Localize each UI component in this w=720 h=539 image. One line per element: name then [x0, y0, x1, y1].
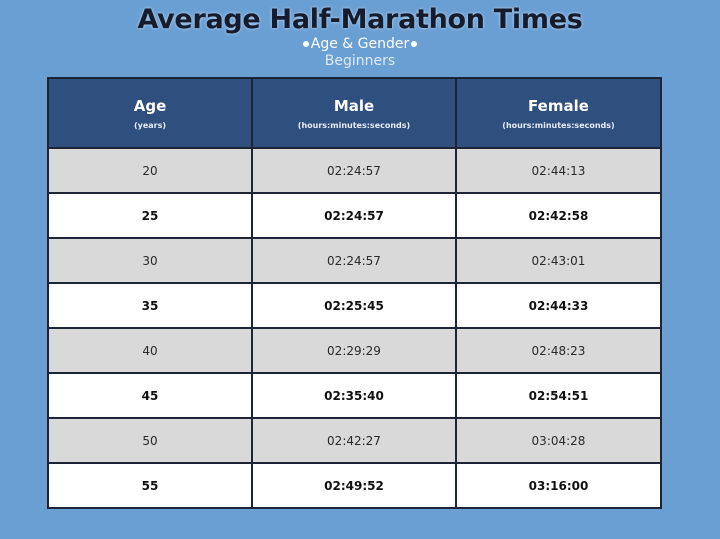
column-header-title: Male — [333, 96, 375, 115]
female-time-cell: 02:48:23 — [455, 327, 662, 374]
bullet-dot-icon — [302, 41, 309, 47]
age-cell: 45 — [47, 372, 253, 419]
male-time-cell: 02:25:45 — [251, 282, 457, 329]
age-cell: 55 — [47, 462, 253, 509]
male-time-cell: 02:29:29 — [251, 327, 457, 374]
age-cell: 50 — [47, 417, 253, 464]
page-title: Average Half-Marathon Times — [137, 4, 583, 35]
male-time-cell: 02:24:57 — [251, 237, 457, 284]
age-cell: 40 — [47, 327, 253, 374]
age-cell: 35 — [47, 282, 253, 329]
bullet-dot-icon — [411, 41, 418, 47]
table-row: 35 02:25:45 02:44:33 — [47, 282, 662, 329]
column-header-age: Age (years) — [47, 77, 253, 149]
column-header-title: Female — [528, 96, 589, 115]
table-row: 50 02:42:27 03:04:28 — [47, 417, 662, 464]
level-label: Beginners — [324, 53, 396, 69]
male-time-cell: 02:42:27 — [251, 417, 457, 464]
female-time-cell: 02:54:51 — [455, 372, 662, 419]
male-time-cell: 02:24:57 — [251, 147, 457, 194]
table-row: 40 02:29:29 02:48:23 — [47, 327, 662, 374]
age-cell: 20 — [47, 147, 253, 194]
female-time-cell: 02:43:01 — [455, 237, 662, 284]
table-row: 55 02:49:52 03:16:00 — [47, 462, 662, 509]
subtitle-text: Age & Gender — [310, 36, 410, 52]
female-time-cell: 03:16:00 — [455, 462, 662, 509]
age-cell: 30 — [47, 237, 253, 284]
half-marathon-times-table: Age (years) Male (hours:minutes:seconds)… — [47, 77, 662, 509]
table-row: 45 02:35:40 02:54:51 — [47, 372, 662, 419]
age-cell: 25 — [47, 192, 253, 239]
table-header-row: Age (years) Male (hours:minutes:seconds)… — [47, 77, 662, 149]
table-row: 30 02:24:57 02:43:01 — [47, 237, 662, 284]
column-header-female: Female (hours:minutes:seconds) — [455, 77, 662, 149]
column-header-unit: (years) — [133, 120, 167, 130]
column-header-title: Age — [133, 96, 167, 115]
column-header-unit: (hours:minutes:seconds) — [502, 120, 615, 130]
page-subtitle: Age & Gender — [0, 36, 720, 52]
column-header-unit: (hours:minutes:seconds) — [297, 120, 411, 130]
female-time-cell: 02:44:33 — [455, 282, 662, 329]
column-header-male: Male (hours:minutes:seconds) — [251, 77, 457, 149]
table-row: 25 02:24:57 02:42:58 — [47, 192, 662, 239]
female-time-cell: 02:44:13 — [455, 147, 662, 194]
male-time-cell: 02:24:57 — [251, 192, 457, 239]
female-time-cell: 02:42:58 — [455, 192, 662, 239]
female-time-cell: 03:04:28 — [455, 417, 662, 464]
table-row: 20 02:24:57 02:44:13 — [47, 147, 662, 194]
male-time-cell: 02:35:40 — [251, 372, 457, 419]
male-time-cell: 02:49:52 — [251, 462, 457, 509]
